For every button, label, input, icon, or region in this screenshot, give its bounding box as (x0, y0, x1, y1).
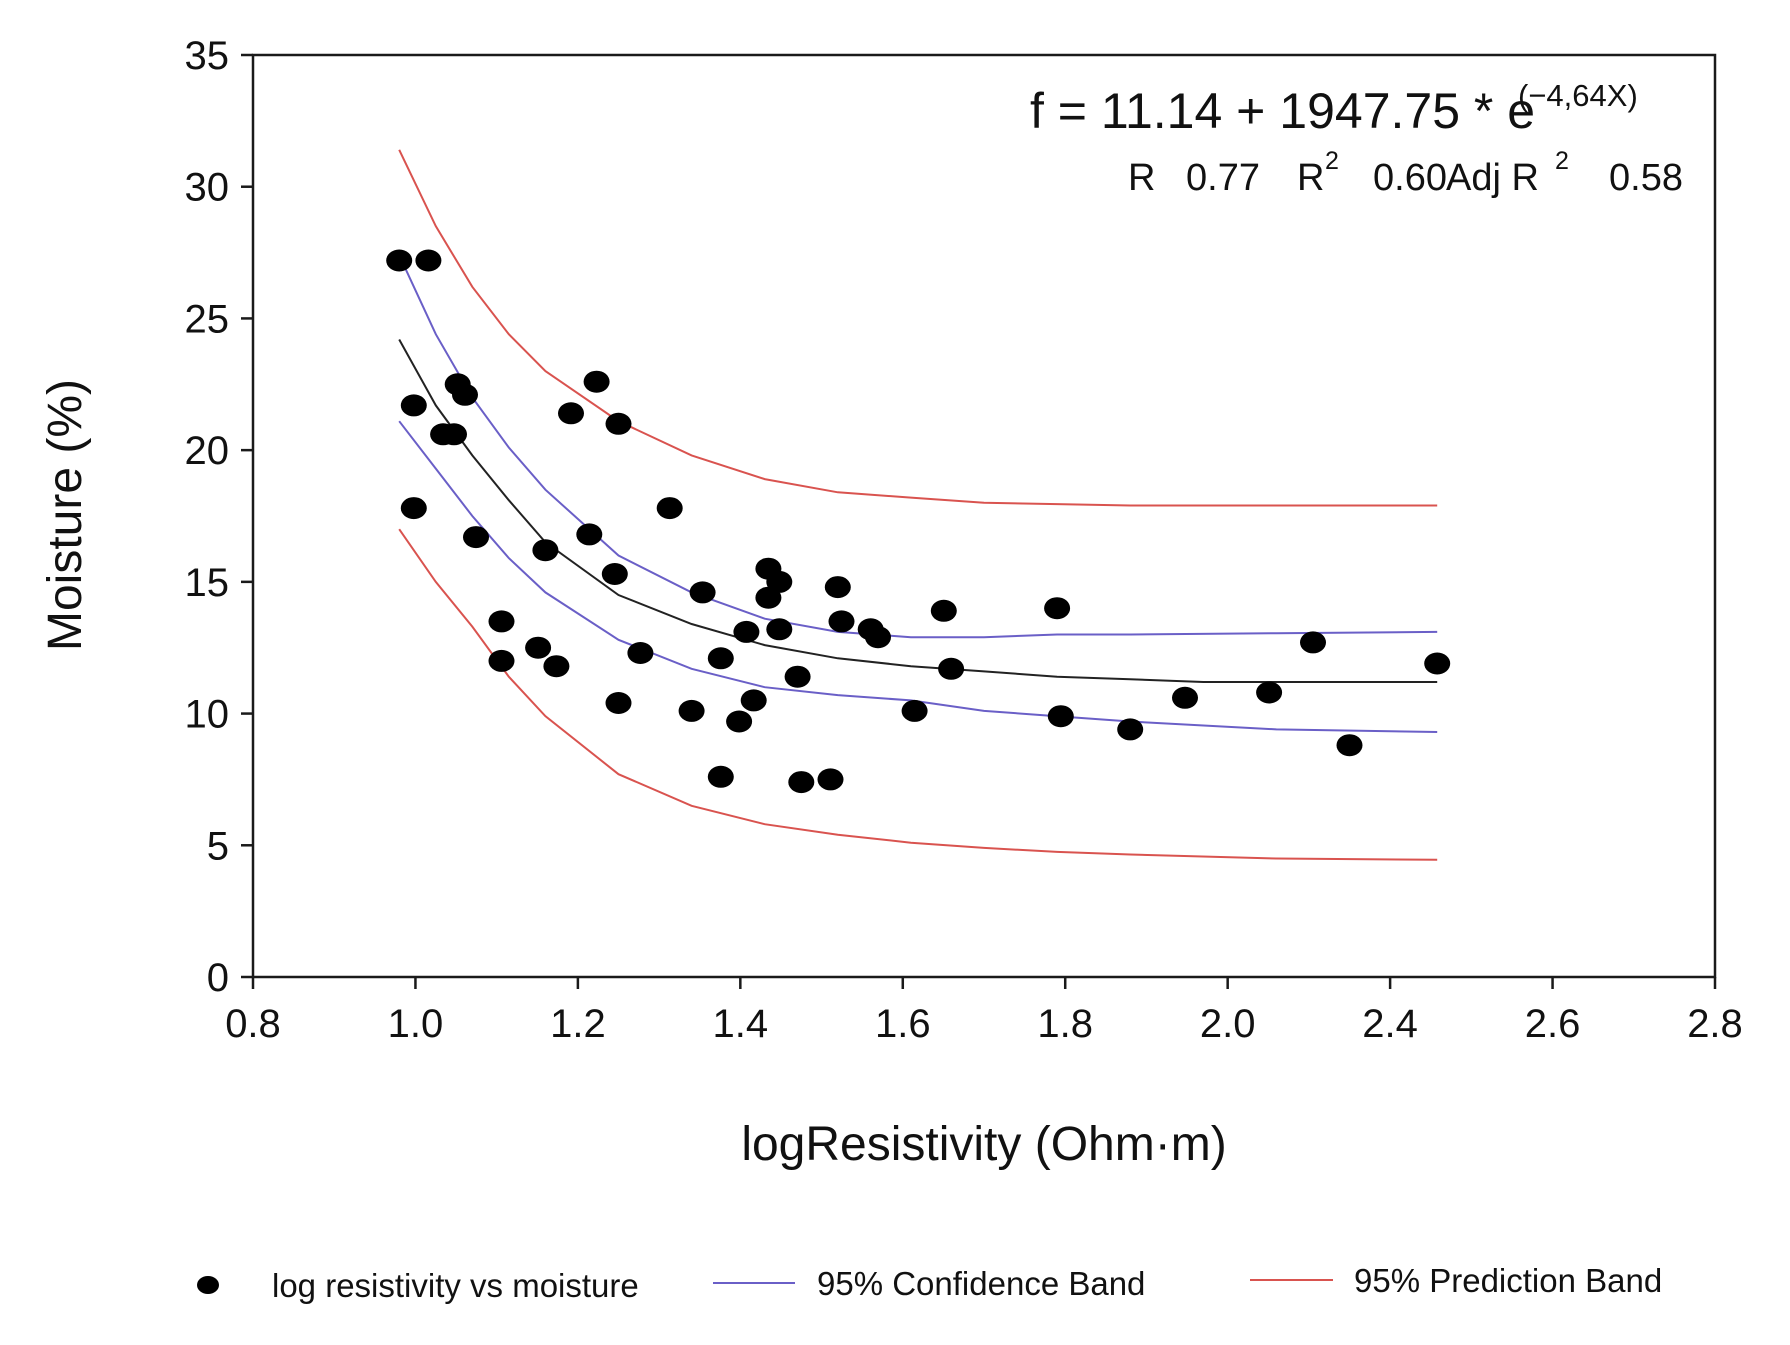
y-tick-label: 5 (207, 824, 229, 868)
data-point (707, 647, 734, 670)
data-point (678, 699, 705, 722)
x-tick-label: 2.6 (1525, 1002, 1581, 1046)
legend: log resistivity vs moisture 95% Confiden… (197, 1262, 1662, 1304)
legend-label-prediction: 95% Prediction Band (1354, 1262, 1662, 1299)
data-point (938, 657, 965, 680)
y-tick-label: 35 (185, 34, 230, 78)
data-point (828, 610, 855, 633)
stat-r-value: 0.77 (1186, 157, 1260, 199)
stat-r2-value: 0.60 (1373, 157, 1447, 199)
x-tick-label: 2.8 (1687, 1002, 1743, 1046)
data-point (605, 412, 632, 435)
y-tick-label: 25 (185, 297, 230, 341)
data-point (930, 599, 957, 622)
data-point (1172, 686, 1198, 709)
data-point (488, 610, 515, 633)
data-point (766, 570, 793, 593)
stat-r2-label: R (1297, 157, 1324, 199)
data-point (788, 771, 815, 794)
x-tick-label: 1.4 (713, 1002, 769, 1046)
x-tick-label: 2.0 (1200, 1002, 1256, 1046)
x-tick-label: 1.8 (1037, 1002, 1093, 1046)
curve-95-prediction-band (398, 149, 1438, 507)
y-tick-label: 0 (207, 956, 229, 1000)
data-point (1300, 631, 1326, 654)
data-point (400, 497, 427, 520)
y-tick-label: 15 (185, 561, 230, 605)
curves (398, 149, 1438, 861)
plot-frame (251, 53, 1717, 979)
data-point (707, 765, 734, 788)
x-tick-label: 2.4 (1362, 1002, 1418, 1046)
stat-r2-sup: 2 (1325, 147, 1339, 175)
stat-adj-value: 0.58 (1609, 157, 1683, 199)
data-point (415, 249, 442, 272)
y-tick-label: 20 (185, 429, 230, 473)
curve-95-prediction-band-lower (398, 528, 1438, 861)
data-point (452, 383, 478, 406)
x-tick-label: 1.0 (388, 1002, 444, 1046)
data-point (689, 581, 716, 604)
data-point (1424, 652, 1451, 675)
data-point (441, 423, 467, 446)
stat-adj-label: Adj R (1446, 157, 1539, 199)
data-point (824, 576, 851, 599)
data-point (463, 526, 489, 549)
data-point (583, 370, 610, 393)
data-point (1256, 681, 1283, 704)
data-point (525, 636, 552, 659)
data-point (558, 402, 584, 425)
data-point (865, 626, 891, 649)
legend-marker-points (197, 1276, 219, 1294)
x-tick-label: 1.2 (550, 1002, 606, 1046)
data-point (543, 655, 570, 678)
curve-fit (398, 339, 1438, 683)
data-point (733, 620, 760, 643)
data-point (601, 563, 628, 585)
y-axis-title: Moisture (%) (39, 379, 92, 651)
x-axis-title: logResistivity (Ohm·m) (741, 1118, 1226, 1171)
x-tick-label: 1.6 (875, 1002, 931, 1046)
data-point (627, 642, 654, 664)
legend-label-points: log resistivity vs moisture (272, 1267, 639, 1304)
annotation-background (1025, 70, 1685, 210)
data-point (488, 649, 515, 672)
data-point (726, 710, 753, 733)
data-point (400, 394, 427, 417)
data-point (817, 768, 844, 791)
data-point (1044, 597, 1071, 620)
data-point (532, 539, 559, 562)
y-axis: 0 5 10 15 20 25 30 35 (185, 34, 253, 1000)
legend-label-confidence: 95% Confidence Band (817, 1265, 1145, 1302)
equation-annotation: f = 11.14 + 1947.75 * e (−4,64X) R 0.77 … (1025, 70, 1685, 210)
x-axis: 0.8 1.0 1.2 1.4 1.6 1.8 2.0 2.4 2.6 2.8 (225, 977, 1743, 1046)
data-point (766, 618, 793, 641)
data-point (1117, 718, 1144, 741)
data-point (740, 689, 767, 712)
equation-exponent: (−4,64X) (1518, 78, 1638, 113)
data-point (901, 699, 928, 722)
data-point (576, 523, 603, 546)
data-point (605, 692, 632, 714)
stat-adj-sup: 2 (1555, 147, 1569, 175)
data-point (386, 249, 413, 272)
stat-r-label: R (1128, 157, 1155, 199)
data-point (656, 497, 683, 520)
data-point (1336, 734, 1363, 757)
data-point (1047, 705, 1074, 728)
scatter-points (386, 249, 1451, 794)
y-tick-label: 30 (185, 166, 230, 210)
data-point (784, 665, 811, 688)
equation-main: f = 11.14 + 1947.75 * e (1030, 83, 1535, 139)
x-tick-label: 0.8 (225, 1002, 281, 1046)
y-tick-label: 10 (185, 693, 230, 737)
curve-95-confidence-band (398, 254, 1438, 639)
